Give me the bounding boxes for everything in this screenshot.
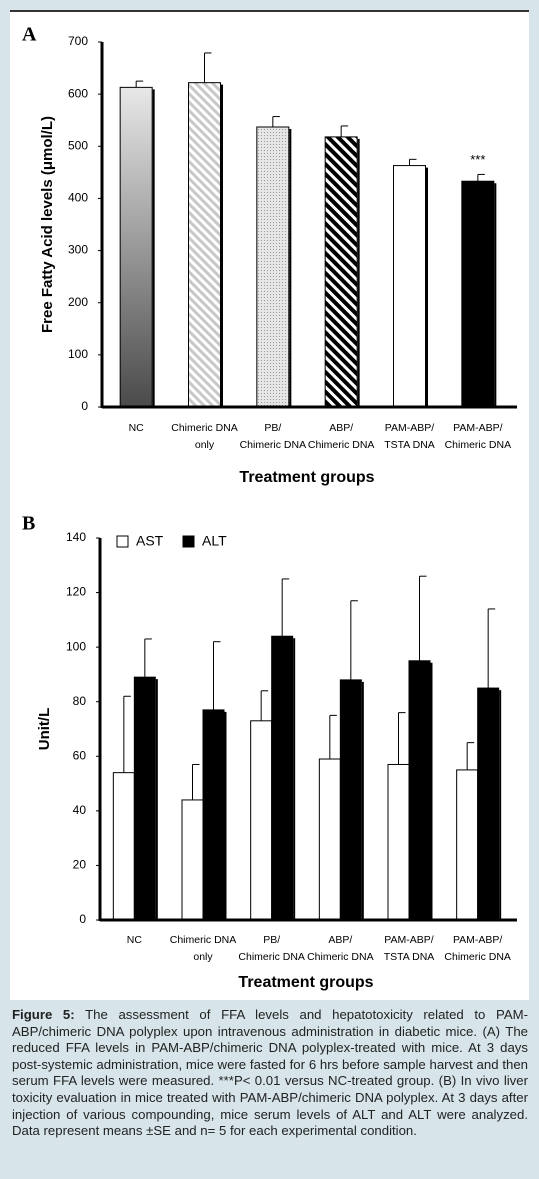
bar: [250, 720, 273, 921]
x-tick-label: PB/: [264, 422, 281, 434]
y-axis-title: Free Fatty Acid levels (μmol/L): [39, 116, 56, 333]
bar: [119, 86, 153, 408]
bar: [339, 679, 362, 921]
bar: [393, 165, 426, 408]
bar: [318, 758, 341, 921]
x-tick-label: PAM-ABP/: [453, 934, 502, 946]
y-tick-label: 500: [68, 138, 88, 152]
y-tick-label: 120: [66, 585, 86, 599]
bar: [181, 799, 204, 921]
bar: [324, 136, 358, 408]
bar: [456, 769, 479, 921]
x-tick-label: NC: [129, 422, 145, 434]
figure: A Free Fatty Acid levels (μmol/L) Treatmen…: [22, 24, 517, 991]
x-tick-label: Chimeric DNA: [171, 422, 238, 434]
legend-label: AST: [136, 533, 164, 549]
x-tick-label: TSTA DNA: [384, 439, 435, 451]
bar: [387, 763, 410, 921]
y-tick-label: 0: [79, 912, 86, 926]
y-tick-label: 100: [68, 347, 88, 361]
x-tick-label: PAM-ABP/: [384, 934, 433, 946]
bar: [408, 660, 431, 921]
bar: [202, 709, 225, 921]
caption-label: Figure 5:: [12, 1007, 75, 1022]
bar: [256, 126, 290, 408]
x-tick-label: PB/: [263, 934, 280, 946]
x-tick-label: Chimeric DNA: [238, 951, 305, 963]
x-axis-title: Treatment groups: [238, 974, 373, 991]
bar: [271, 635, 294, 921]
x-tick-label: Chimeric DNA: [308, 439, 375, 451]
x-axis-title: Treatment groups: [239, 469, 374, 486]
legend-swatch: [182, 535, 195, 548]
x-tick-label: ABP/: [329, 422, 353, 434]
x-tick-label: Chimeric DNA: [240, 439, 307, 451]
x-tick-label: Chimeric DNA: [445, 439, 512, 451]
y-tick-label: 100: [66, 639, 86, 653]
y-tick-label: 40: [73, 803, 87, 817]
bar: [461, 180, 495, 408]
bar: [477, 687, 500, 921]
x-tick-label: ABP/: [328, 934, 352, 946]
bar: [133, 676, 156, 921]
x-tick-label: NC: [127, 934, 143, 946]
legend-swatch: [116, 535, 129, 548]
x-tick-label: only: [193, 951, 213, 963]
annotation: ***: [470, 152, 485, 167]
caption: Figure 5: The assessment of FFA levels a…: [12, 1007, 528, 1140]
x-tick-label: PAM-ABP/: [453, 422, 502, 434]
y-tick-label: 400: [68, 191, 88, 205]
y-tick-label: 0: [81, 399, 88, 413]
caption-text: The assessment of FFA levels and hepatot…: [12, 1007, 528, 1139]
y-tick-label: 600: [68, 86, 88, 100]
y-tick-label: 700: [68, 34, 88, 48]
y-tick-label: 80: [73, 694, 87, 708]
y-tick-label: 300: [68, 243, 88, 257]
bar: [188, 82, 221, 408]
x-tick-label: Chimeric DNA: [307, 951, 374, 963]
y-tick-label: 20: [73, 858, 87, 872]
x-tick-label: TSTA DNA: [384, 951, 435, 963]
x-tick-label: Chimeric DNA: [444, 951, 511, 963]
legend-label: ALT: [202, 533, 227, 549]
x-tick-label: Chimeric DNA: [170, 934, 237, 946]
y-tick-label: 140: [66, 530, 86, 544]
x-tick-label: only: [195, 439, 215, 451]
y-axis-title: Unit/L: [36, 708, 53, 751]
y-tick-label: 200: [68, 295, 88, 309]
x-tick-label: PAM-ABP/: [385, 422, 434, 434]
panel-label: A: [22, 24, 37, 46]
bar: [112, 772, 135, 921]
y-tick-label: 60: [73, 748, 87, 762]
panel-label: B: [22, 513, 35, 535]
